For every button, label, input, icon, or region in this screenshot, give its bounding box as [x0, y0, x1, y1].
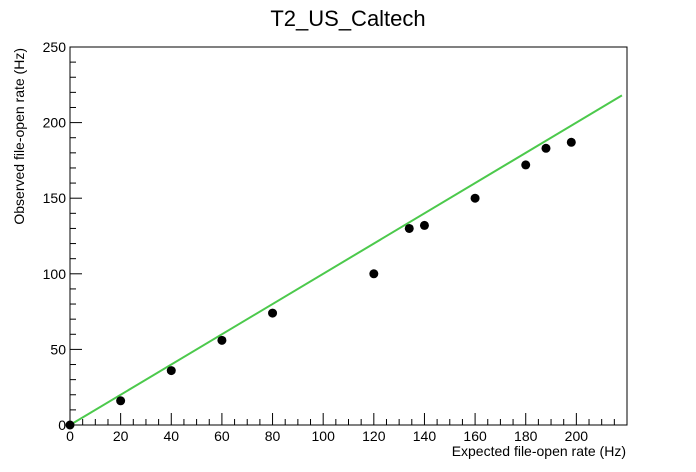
y-tick-label: 0 [58, 417, 66, 433]
data-point [116, 396, 126, 406]
x-tick-label: 120 [362, 428, 386, 444]
data-point [470, 193, 480, 203]
x-tick-label: 180 [514, 428, 538, 444]
x-tick-label: 0 [66, 428, 74, 444]
x-tick-label: 200 [565, 428, 589, 444]
x-tick-label: 80 [265, 428, 281, 444]
data-point [369, 269, 379, 279]
x-tick-label: 60 [214, 428, 230, 444]
x-tick-label: 140 [413, 428, 437, 444]
data-point [419, 220, 429, 230]
data-point [566, 137, 576, 147]
data-point [65, 420, 75, 430]
data-point [404, 223, 414, 233]
y-tick-label: 50 [50, 341, 66, 357]
y-tick-label: 200 [43, 115, 67, 131]
data-points [65, 137, 576, 430]
data-point [268, 308, 278, 318]
data-point [217, 335, 227, 345]
data-point [521, 160, 531, 170]
x-tick-label: 100 [312, 428, 336, 444]
y-tick-label: 250 [43, 39, 67, 55]
fit-line [69, 94, 623, 426]
plot-border [69, 46, 628, 426]
x-tick-label: 20 [113, 428, 129, 444]
y-axis: 0 50 100 150 200 250 [43, 39, 82, 433]
x-tick-label: 160 [463, 428, 487, 444]
fit-lines [69, 94, 623, 426]
plot-frame [69, 46, 628, 426]
y-tick-label: 150 [43, 190, 67, 206]
x-axis-label: Expected file-open rate (Hz) [452, 443, 626, 459]
x-axis: 0 20 40 60 80 100 120 140 160 180 200 [66, 413, 615, 444]
data-point [541, 143, 551, 153]
y-tick-label: 100 [43, 266, 67, 282]
data-point [166, 366, 176, 376]
x-tick-label: 40 [163, 428, 179, 444]
chart-title: T2_US_Caltech [270, 6, 425, 31]
y-axis-label: Observed file-open rate (Hz) [11, 48, 27, 225]
